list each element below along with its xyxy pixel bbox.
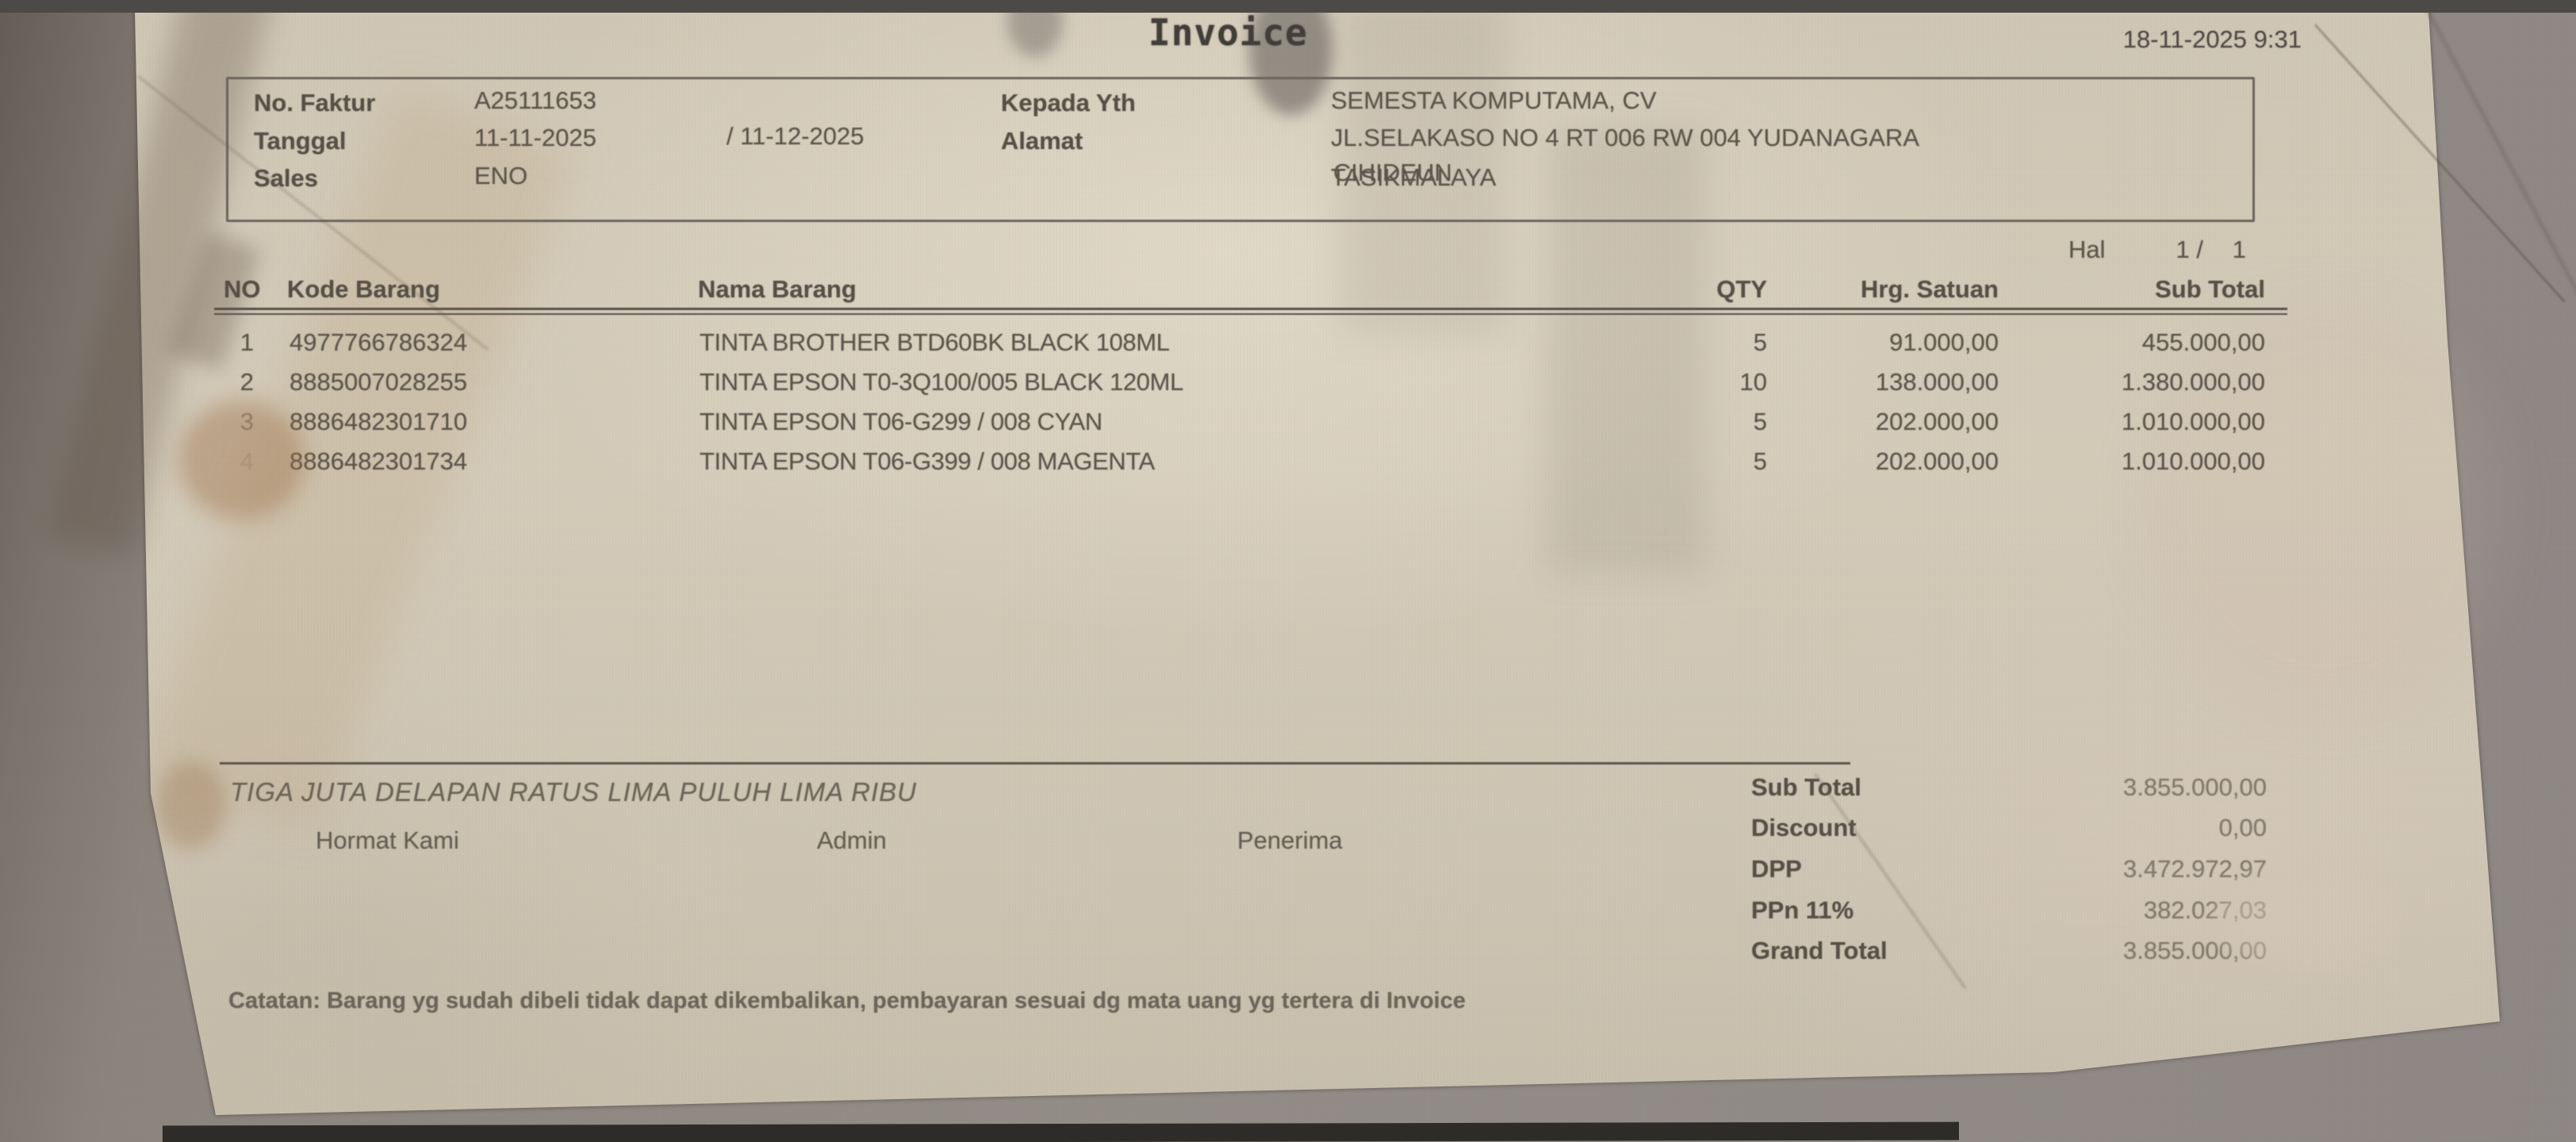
cell-no: 3 — [240, 408, 254, 435]
cell-qty: 5 — [1753, 408, 1767, 435]
sales-value: ENO — [474, 162, 528, 190]
tanggal-label: Tanggal — [254, 127, 347, 155]
cell-qty: 10 — [1739, 368, 1767, 396]
catatan-note: Catatan: Barang yg sudah dibeli tidak da… — [228, 988, 1466, 1014]
cell-no: 1 — [240, 328, 254, 356]
alamat-district-overlap: CIHIDEUN — [1333, 159, 1452, 186]
cell-nama: TINTA EPSON T06-G399 / 008 MAGENTA — [700, 447, 1155, 475]
cell-hrg: 202.000,00 — [1875, 447, 1999, 475]
cell-subtotal: 1.010.000,00 — [2121, 408, 2265, 435]
hal-label: Hal — [2068, 236, 2106, 263]
no-faktur-label: No. Faktur — [254, 89, 376, 117]
col-nama: Nama Barang — [698, 275, 857, 303]
total-value: 0,00 — [2218, 814, 2267, 841]
cell-no: 2 — [240, 368, 254, 396]
header-box — [226, 77, 2255, 222]
table-row: 4 8886482301734 TINTA EPSON T06-G399 / 0… — [0, 447, 2576, 482]
hal-page: 1 / — [2175, 236, 2203, 263]
total-label: DPP — [1751, 855, 1802, 883]
cell-kode: 4977766786324 — [289, 328, 468, 356]
signature-admin: Admin — [817, 826, 887, 854]
total-value: 3.855.000,00 — [2122, 937, 2267, 964]
col-subtotal: Sub Total — [2155, 275, 2265, 303]
total-value: 3.472.972,97 — [2122, 855, 2267, 883]
printed-datetime: 18-11-2025 9:31 — [2122, 25, 2302, 53]
cell-nama: TINTA BROTHER BTD60BK BLACK 108ML — [700, 328, 1170, 356]
kepada-label: Kepada Yth — [1001, 89, 1136, 117]
jatuh-tempo-value: / 11-12-2025 — [726, 122, 864, 150]
header-rule-2 — [214, 313, 2287, 315]
tanggal-value: 11-11-2025 — [474, 124, 596, 151]
summary-rule — [220, 762, 1850, 765]
total-label: Discount — [1751, 814, 1857, 841]
total-label: PPn 11% — [1751, 896, 1854, 924]
col-hrg: Hrg. Satuan — [1861, 275, 1999, 303]
top-dark-strip — [0, 0, 2576, 13]
signature-hormat-kami: Hormat Kami — [316, 826, 459, 854]
no-faktur-value: A25111653 — [474, 86, 597, 114]
table-row: 2 8885007028255 TINTA EPSON T0-3Q100/005… — [0, 368, 2576, 403]
alamat-label: Alamat — [1001, 127, 1083, 155]
cell-hrg: 91.000,00 — [1889, 328, 1999, 356]
cell-kode: 8886482301710 — [289, 408, 468, 435]
cell-kode: 8885007028255 — [289, 368, 468, 396]
total-value: 3.855.000,00 — [2122, 773, 2267, 801]
cell-subtotal: 1.380.000,00 — [2121, 368, 2265, 396]
amount-in-words: TIGA JUTA DELAPAN RATUS LIMA PULUH LIMA … — [230, 777, 918, 807]
sales-label: Sales — [254, 164, 319, 192]
alamat-value: JL.SELAKASO NO 4 RT 006 RW 004 YUDANAGAR… — [1331, 124, 1920, 151]
bottom-dark-strip — [162, 1121, 1960, 1142]
cell-subtotal: 455.000,00 — [2141, 328, 2265, 356]
alamat-city-overlap: TASIKMALAYA — [1331, 163, 1497, 191]
cell-nama: TINTA EPSON T0-3Q100/005 BLACK 120ML — [700, 368, 1183, 396]
cell-no: 4 — [240, 447, 254, 475]
header-rule-1 — [214, 308, 2287, 310]
invoice-title: Invoice — [1148, 11, 1308, 54]
table-row: 1 4977766786324 TINTA BROTHER BTD60BK BL… — [0, 328, 2576, 363]
cell-subtotal: 1.010.000,00 — [2121, 447, 2265, 475]
cell-qty: 5 — [1753, 328, 1767, 356]
total-value: 382.027,03 — [2143, 896, 2267, 924]
col-qty: QTY — [1716, 275, 1767, 303]
signature-penerima: Penerima — [1237, 826, 1343, 854]
kepada-value: SEMESTA KOMPUTAMA, CV — [1331, 86, 1657, 114]
hal-total: 1 — [2232, 236, 2246, 263]
cell-qty: 5 — [1753, 447, 1767, 475]
total-label: Grand Total — [1751, 937, 1888, 964]
col-no: NO — [224, 275, 261, 303]
cell-nama: TINTA EPSON T06-G299 / 008 CYAN — [700, 408, 1102, 435]
cell-kode: 8886482301734 — [289, 447, 468, 475]
col-kode: Kode Barang — [287, 275, 440, 303]
cell-hrg: 202.000,00 — [1875, 408, 1999, 435]
table-row: 3 8886482301710 TINTA EPSON T06-G299 / 0… — [0, 408, 2576, 443]
total-label: Sub Total — [1751, 773, 1861, 801]
cell-hrg: 138.000,00 — [1875, 368, 1999, 396]
